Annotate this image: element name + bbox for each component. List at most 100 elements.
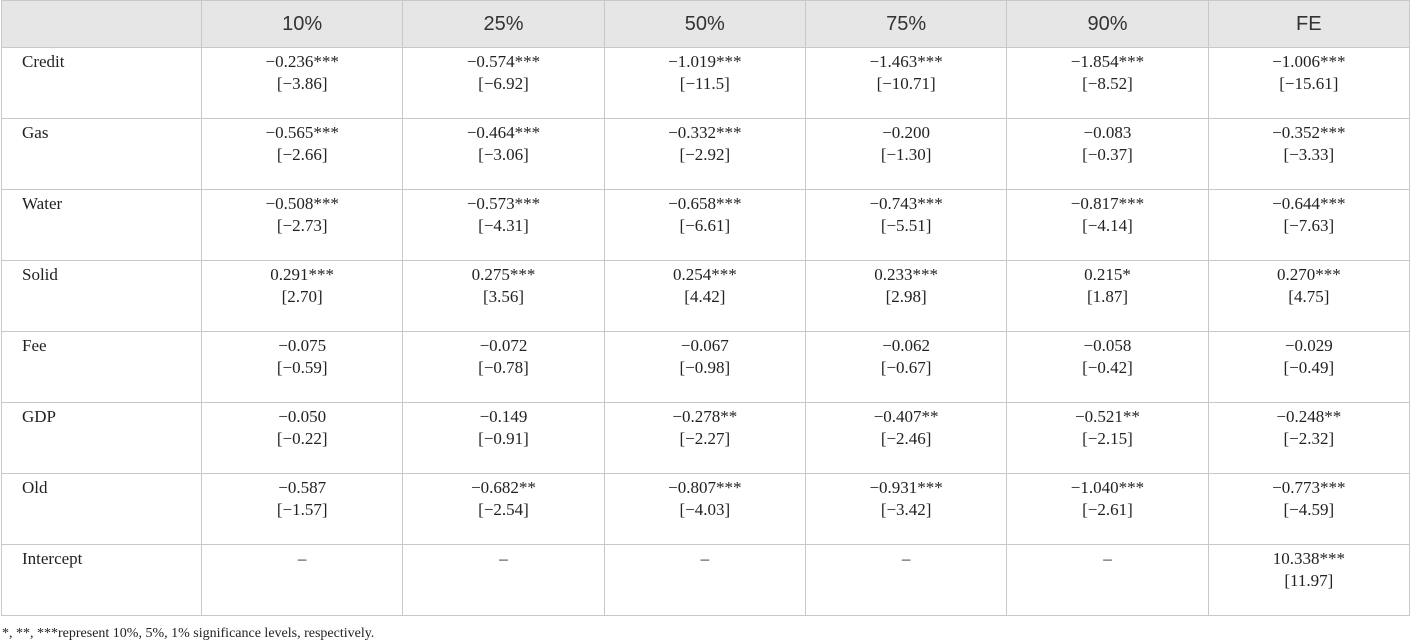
coefficient: −0.574*** [466, 52, 541, 71]
t-statistic: [−6.92] [478, 74, 529, 93]
table-cell: 0.254*** [4.42] [603, 260, 806, 332]
coefficient: −0.508*** [265, 194, 339, 213]
t-statistic: [−4.31] [478, 216, 529, 235]
t-statistic: [−15.61] [1279, 74, 1339, 93]
t-statistic: [−4.59] [1283, 500, 1335, 519]
coefficient: −1.040*** [1070, 478, 1145, 497]
t-statistic: [−2.73] [276, 216, 328, 235]
t-statistic: [−2.54] [478, 500, 529, 519]
t-statistic: [−0.67] [880, 358, 932, 377]
coefficient: 10.338*** [1272, 549, 1345, 568]
t-statistic: [3.56] [482, 287, 525, 306]
coefficient: 0.215* [1084, 265, 1131, 284]
row-label: Gas [1, 118, 202, 190]
coefficient: 0.270*** [1276, 265, 1341, 284]
column-header: 75% [804, 0, 1008, 48]
table-cell: −0.807*** [−4.03] [603, 473, 806, 545]
table-cell: – [1006, 544, 1209, 616]
table-cell: −0.200 [−1.30] [804, 118, 1008, 190]
coefficient: −0.773*** [1272, 478, 1346, 497]
table-cell: −0.573*** [−4.31] [402, 189, 605, 261]
table-cell: – [603, 544, 806, 616]
row-label: GDP [1, 402, 202, 474]
table-cell: −0.067 [−0.98] [603, 331, 806, 403]
coefficient: −0.149 [479, 407, 528, 426]
coefficient: −0.352*** [1272, 123, 1346, 142]
column-header: 90% [1006, 0, 1209, 48]
t-statistic: [−0.42] [1082, 358, 1133, 377]
coefficient: 0.254*** [672, 265, 737, 284]
header-row: 10% 25% 50% 75% 90% FE [1, 0, 1411, 48]
t-statistic: [−3.33] [1283, 145, 1335, 164]
t-statistic: [−6.61] [679, 216, 731, 235]
coefficient: – [297, 549, 307, 568]
coefficient: −0.931*** [869, 478, 943, 497]
coefficient: – [901, 549, 911, 568]
t-statistic: [−4.03] [679, 500, 731, 519]
coefficient: −0.817*** [1070, 194, 1145, 213]
coefficient: −0.083 [1083, 123, 1132, 142]
t-statistic: [−5.51] [880, 216, 932, 235]
coefficient: −1.006*** [1272, 52, 1346, 71]
t-statistic: [−0.37] [1082, 145, 1133, 164]
table-cell: −0.062 [−0.67] [804, 331, 1008, 403]
coefficient: −0.573*** [466, 194, 541, 213]
table-cell: −0.931*** [−3.42] [804, 473, 1008, 545]
column-header: FE [1207, 0, 1411, 48]
t-statistic: [−8.52] [1082, 74, 1133, 93]
t-statistic: [2.70] [281, 287, 323, 306]
table-body: Credit −0.236*** [−3.86] −0.574*** [−6.92] −1… [1, 47, 1411, 616]
column-header: 10% [200, 0, 404, 48]
table-cell: −0.352*** [−3.33] [1207, 118, 1411, 190]
table-cell: −0.278** [−2.27] [603, 402, 806, 474]
coefficient: −0.565*** [265, 123, 339, 142]
row-label: Solid [1, 260, 202, 332]
coefficient: 0.233*** [874, 265, 939, 284]
table-cell: −0.072 [−0.78] [402, 331, 605, 403]
t-statistic: [1.87] [1086, 287, 1129, 306]
t-statistic: [−7.63] [1283, 216, 1335, 235]
t-statistic: [−0.98] [679, 358, 731, 377]
table-cell: 0.215* [1.87] [1006, 260, 1209, 332]
table-row: Credit −0.236*** [−3.86] −0.574*** [−6.92] −1… [1, 47, 1411, 119]
row-label: Intercept [1, 544, 202, 616]
coefficient: −0.248** [1276, 407, 1342, 426]
t-statistic: [−0.49] [1283, 358, 1335, 377]
table-row: Water −0.508*** [−2.73] −0.573*** [−4.31] −0.… [1, 189, 1411, 261]
row-label: Credit [1, 47, 202, 119]
t-statistic: [−2.61] [1082, 500, 1133, 519]
table-cell: −0.050 [−0.22] [200, 402, 404, 474]
t-statistic: [4.42] [684, 287, 726, 306]
results-table: 10% 25% 50% 75% 90% FE Credit −0.236*** [−3.86]… [1, 0, 1411, 616]
row-label: Water [1, 189, 202, 261]
coefficient: −0.058 [1083, 336, 1132, 355]
t-statistic: [−2.27] [679, 429, 731, 448]
table-cell: −0.644*** [−7.63] [1207, 189, 1411, 261]
coefficient: −0.807*** [668, 478, 742, 497]
table-cell: −1.019*** [−11.5] [603, 47, 806, 119]
table-cell: −0.464*** [−3.06] [402, 118, 605, 190]
coefficient: −0.278** [672, 407, 738, 426]
table-cell: −0.508*** [−2.73] [200, 189, 404, 261]
table-cell: −0.058 [−0.42] [1006, 331, 1209, 403]
coefficient: −0.332*** [668, 123, 742, 142]
table-cell: −0.574*** [−6.92] [402, 47, 605, 119]
coefficient: −0.658*** [668, 194, 742, 213]
table-row: Intercept – – – – – 10.338*** [11.97] [1, 544, 1411, 616]
table-cell: −1.006*** [−15.61] [1207, 47, 1411, 119]
table-cell: −0.565*** [−2.66] [200, 118, 404, 190]
t-statistic: [−10.71] [876, 74, 936, 93]
table-cell: −0.587 [−1.57] [200, 473, 404, 545]
footnote: *, **, ***represent 10%, 5%, 1% signific… [2, 626, 375, 641]
coefficient: −0.200 [882, 123, 931, 142]
table-cell: −0.521** [−2.15] [1006, 402, 1209, 474]
coefficient: −0.464*** [466, 123, 541, 142]
table-row: Old −0.587 [−1.57] −0.682** [−2.54] −0.807***… [1, 473, 1411, 545]
table-cell: −0.743*** [−5.51] [804, 189, 1008, 261]
t-statistic: [−0.91] [478, 429, 529, 448]
coefficient: – [700, 549, 710, 568]
table-cell: 0.270*** [4.75] [1207, 260, 1411, 332]
coefficient: −1.019*** [668, 52, 742, 71]
column-header: 25% [402, 0, 605, 48]
coefficient: −0.743*** [869, 194, 943, 213]
